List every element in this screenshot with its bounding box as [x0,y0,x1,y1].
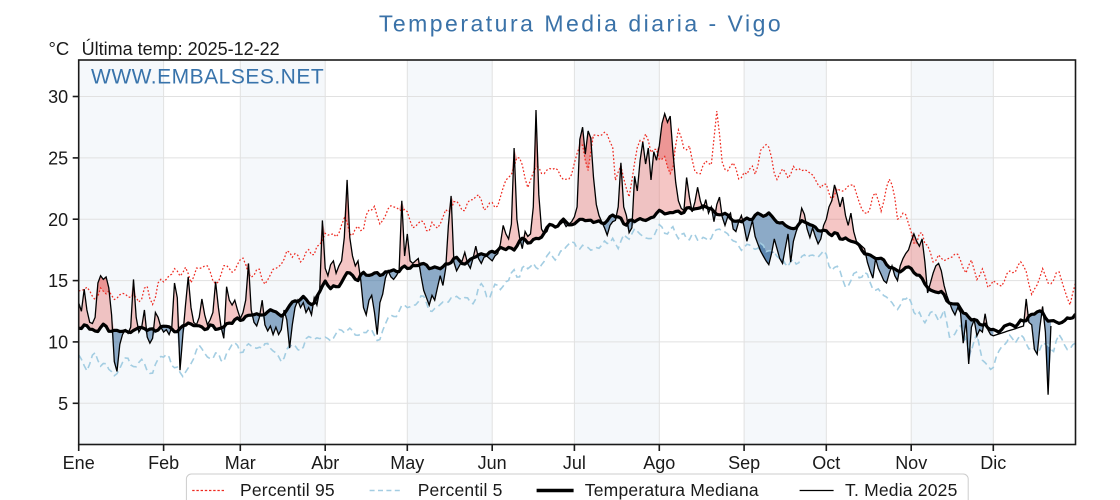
svg-text:T. Media 2025: T. Media 2025 [845,480,958,500]
svg-text:30: 30 [48,87,68,107]
svg-text:Temperatura Mediana: Temperatura Mediana [585,480,759,500]
svg-text:WWW.EMBALSES.NET: WWW.EMBALSES.NET [91,66,324,89]
svg-text:Jul: Jul [563,453,586,473]
svg-text:Última temp: 2025-12-22: Última temp: 2025-12-22 [82,38,280,59]
svg-text:20: 20 [48,210,68,230]
svg-text:Abr: Abr [311,453,339,473]
svg-text:Temperatura Media diaria - Vig: Temperatura Media diaria - Vigo [379,11,783,37]
svg-text:May: May [390,453,424,473]
svg-text:Jun: Jun [478,453,507,473]
svg-text:Mar: Mar [225,453,256,473]
svg-text:Percentil 95: Percentil 95 [240,480,335,500]
svg-text:Oct: Oct [812,453,840,473]
svg-text:Feb: Feb [148,453,179,473]
svg-text:15: 15 [48,271,68,291]
svg-text:Sep: Sep [728,453,760,473]
svg-text:25: 25 [48,149,68,169]
svg-text:Dic: Dic [980,453,1006,473]
svg-text:Nov: Nov [895,453,927,473]
svg-text:Percentil 5: Percentil 5 [418,480,503,500]
svg-text:5: 5 [58,394,68,414]
svg-text:10: 10 [48,333,68,353]
svg-text:Ago: Ago [643,453,675,473]
svg-text:°C: °C [49,38,70,59]
svg-text:Ene: Ene [63,453,95,473]
